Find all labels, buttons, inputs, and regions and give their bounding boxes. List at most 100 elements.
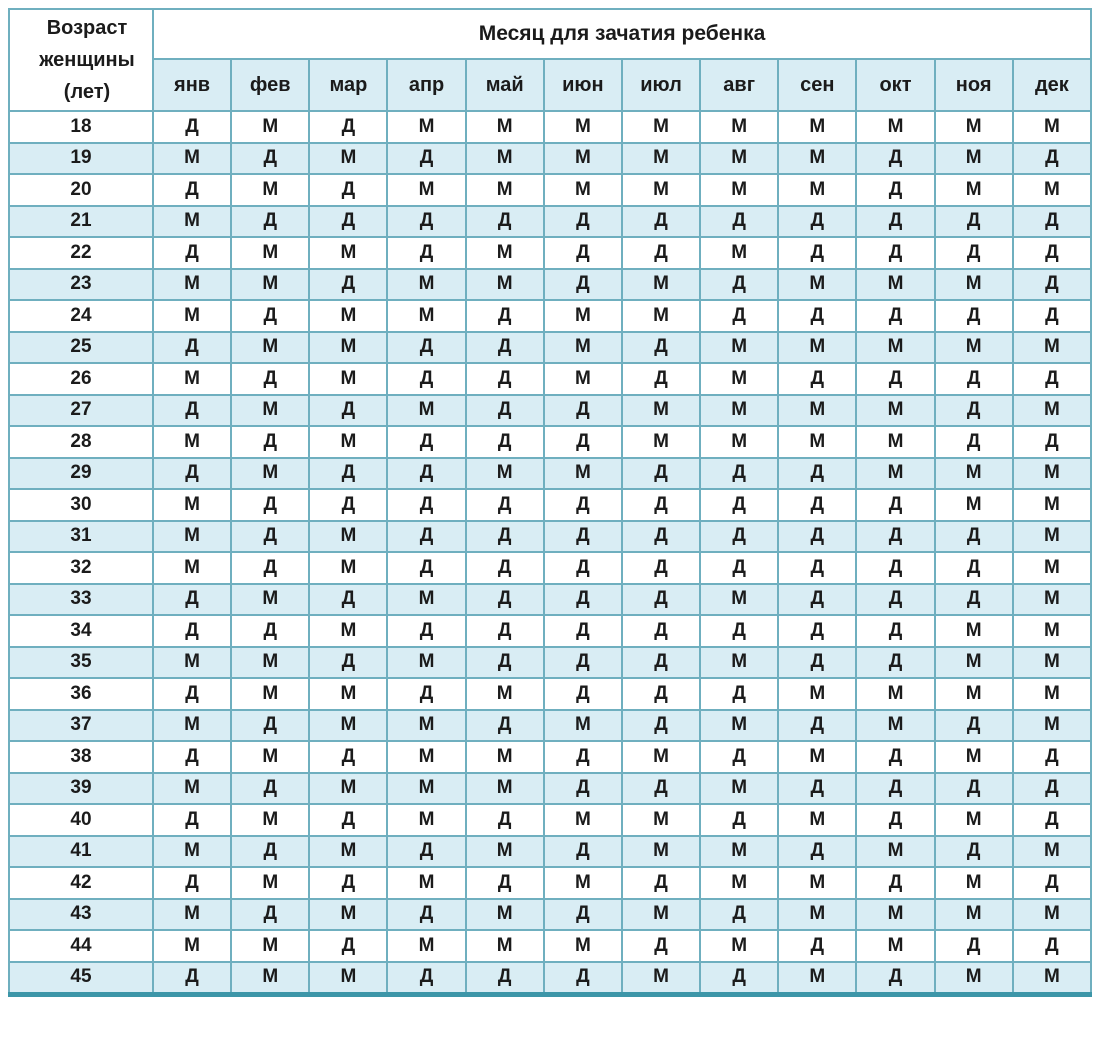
gender-cell: М: [386, 803, 467, 837]
gender-cell: Д: [620, 551, 702, 585]
gender-cell: М: [777, 740, 858, 774]
gender-cell: Д: [464, 803, 545, 837]
gender-cell: Д: [933, 425, 1014, 459]
gender-cell: Д: [620, 362, 702, 396]
gender-cell: Д: [151, 866, 233, 900]
gender-cell: М: [151, 834, 233, 868]
age-cell: 25: [8, 330, 154, 364]
gender-cell: Д: [933, 834, 1014, 868]
table-row-age-34: 34 Д Д М Д Д Д Д Д Д Д М М: [8, 614, 1093, 648]
gender-cell: М: [151, 929, 233, 963]
gender-cell: М: [855, 267, 936, 301]
gender-cell: Д: [230, 519, 311, 553]
gender-cell: Д: [542, 677, 623, 711]
gender-cell: Д: [620, 456, 702, 490]
gender-cell: Д: [386, 488, 467, 522]
gender-cell: М: [542, 456, 623, 490]
gender-cell: М: [230, 740, 311, 774]
gender-cell: М: [230, 645, 311, 679]
gender-cell: Д: [308, 204, 389, 238]
gender-cell: М: [855, 330, 936, 364]
gender-cell: Д: [699, 803, 780, 837]
gender-cell: Д: [230, 834, 311, 868]
table-row-age-21: 21 М Д Д Д Д Д Д Д Д Д Д Д: [8, 204, 1093, 238]
gender-cell: Д: [699, 740, 780, 774]
gender-cell: М: [855, 897, 936, 931]
gender-cell: М: [1011, 645, 1093, 679]
gender-cell: Д: [777, 204, 858, 238]
gender-cell: М: [464, 740, 545, 774]
gender-cell: М: [386, 110, 467, 144]
gender-cell: М: [308, 614, 389, 648]
month-header-апр: апр: [386, 58, 467, 112]
gender-cell: М: [386, 393, 467, 427]
gender-cell: М: [308, 236, 389, 270]
gender-cell: М: [308, 677, 389, 711]
age-cell: 28: [8, 425, 154, 459]
gender-cell: Д: [151, 236, 233, 270]
gender-cell: Д: [151, 393, 233, 427]
gender-cell: М: [620, 141, 702, 175]
age-cell: 20: [8, 173, 154, 207]
table-body: 18 Д М Д М М М М М М М М М 19 М Д М Д М М М М М Д М Д 20 Д М Д М М М М М М Д…: [8, 110, 1093, 997]
gender-cell: М: [151, 425, 233, 459]
gender-cell: М: [1011, 173, 1093, 207]
gender-cell: М: [386, 173, 467, 207]
gender-cell: М: [699, 141, 780, 175]
gender-cell: Д: [620, 488, 702, 522]
gender-cell: Д: [855, 771, 936, 805]
gender-cell: М: [699, 929, 780, 963]
gender-cell: М: [386, 299, 467, 333]
gender-cell: М: [542, 362, 623, 396]
gender-cell: Д: [777, 299, 858, 333]
gender-cell: Д: [699, 960, 780, 997]
gender-cell: Д: [308, 740, 389, 774]
gender-cell: Д: [1011, 803, 1093, 837]
gender-cell: Д: [1011, 740, 1093, 774]
gender-cell: Д: [542, 425, 623, 459]
gender-cell: Д: [464, 582, 545, 616]
gender-cell: М: [1011, 897, 1093, 931]
age-cell: 39: [8, 771, 154, 805]
gender-cell: Д: [620, 645, 702, 679]
gender-cell: Д: [855, 582, 936, 616]
gender-cell: М: [151, 519, 233, 553]
gender-cell: М: [464, 834, 545, 868]
gender-cell: М: [1011, 110, 1093, 144]
gender-cell: Д: [230, 204, 311, 238]
table-row-age-45: 45 Д М М Д Д Д М Д М Д М М: [8, 960, 1093, 997]
gender-cell: Д: [699, 299, 780, 333]
gender-cell: Д: [777, 929, 858, 963]
gender-cell: Д: [464, 519, 545, 553]
gender-cell: Д: [542, 519, 623, 553]
gender-cell: М: [308, 897, 389, 931]
gender-cell: М: [620, 960, 702, 997]
gender-cell: М: [542, 110, 623, 144]
table-row-age-26: 26 М Д М Д Д М Д М Д Д Д Д: [8, 362, 1093, 396]
gender-cell: Д: [308, 803, 389, 837]
gender-cell: Д: [855, 299, 936, 333]
gender-cell: Д: [933, 929, 1014, 963]
age-cell: 29: [8, 456, 154, 490]
gender-cell: Д: [1011, 299, 1093, 333]
gender-cell: М: [542, 299, 623, 333]
gender-cell: М: [933, 960, 1014, 997]
gender-cell: Д: [855, 960, 936, 997]
gender-cell: Д: [151, 110, 233, 144]
gender-cell: М: [933, 141, 1014, 175]
gender-cell: М: [699, 708, 780, 742]
gender-cell: Д: [386, 614, 467, 648]
gender-cell: Д: [386, 834, 467, 868]
gender-cell: М: [386, 740, 467, 774]
gender-cell: Д: [620, 771, 702, 805]
gender-cell: М: [620, 740, 702, 774]
gender-cell: Д: [620, 204, 702, 238]
gender-cell: Д: [464, 488, 545, 522]
gender-cell: М: [230, 173, 311, 207]
gender-cell: М: [386, 866, 467, 900]
gender-cell: Д: [699, 519, 780, 553]
gender-cell: Д: [386, 456, 467, 490]
gender-cell: Д: [855, 866, 936, 900]
table-row-age-37: 37 М Д М М Д М Д М Д М Д М: [8, 708, 1093, 742]
age-cell: 42: [8, 866, 154, 900]
